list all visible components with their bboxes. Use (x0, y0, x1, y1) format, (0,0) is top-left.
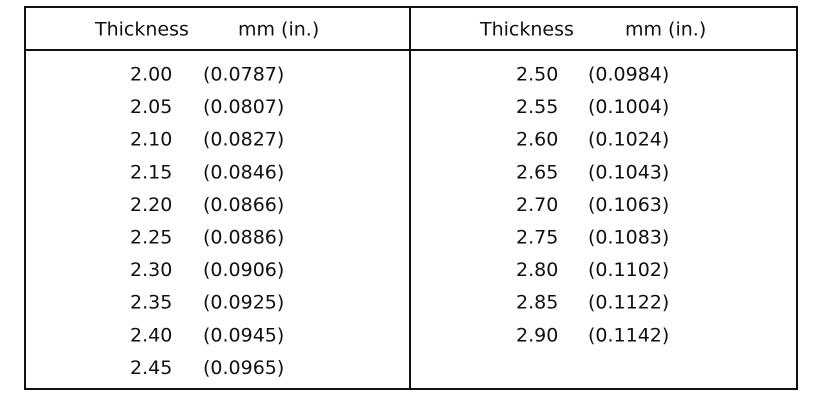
thickness-mm: 2.90 (516, 324, 558, 346)
thickness-in: (0.0807) (203, 96, 284, 118)
thickness-in: (0.0906) (203, 259, 284, 281)
thickness-in: (0.1102) (588, 259, 669, 281)
thickness-in: (0.1142) (588, 324, 669, 346)
thickness-mm: 2.85 (516, 292, 558, 314)
thickness-mm: 2.80 (516, 259, 558, 281)
thickness-mm: 2.10 (130, 129, 172, 151)
thickness-in: (0.0925) (203, 292, 284, 314)
thickness-in: (0.1024) (588, 129, 669, 151)
thickness-mm: 2.00 (130, 64, 172, 86)
thickness-in: (0.0846) (203, 161, 284, 183)
thickness-in: (0.1004) (588, 96, 669, 118)
thickness-in: (0.0984) (588, 64, 669, 86)
thickness-mm: 2.20 (130, 194, 172, 216)
thickness-mm: 2.15 (130, 161, 172, 183)
thickness-in: (0.0886) (203, 227, 284, 249)
thickness-in: (0.1043) (588, 161, 669, 183)
thickness-mm: 2.05 (130, 96, 172, 118)
thickness-in: (0.0965) (203, 357, 284, 379)
header-cell: Thickness (479, 19, 574, 41)
thickness-in: (0.1063) (588, 194, 669, 216)
header-cell: Thickness (94, 19, 189, 41)
thickness-mm: 2.40 (130, 324, 172, 346)
thickness-in: (0.1083) (588, 227, 669, 249)
header-cell: mm (in.) (625, 19, 706, 41)
thickness-mm: 2.75 (516, 227, 558, 249)
thickness-in: (0.1122) (588, 292, 669, 314)
thickness-mm: 2.60 (516, 129, 558, 151)
thickness-mm: 2.65 (516, 161, 558, 183)
thickness-in: (0.0827) (203, 129, 284, 151)
header-cell: mm (in.) (238, 19, 319, 41)
thickness-mm: 2.25 (130, 227, 172, 249)
thickness-in: (0.0945) (203, 324, 284, 346)
thickness-mm: 2.30 (130, 259, 172, 281)
thickness-mm: 2.55 (516, 96, 558, 118)
thickness-mm: 2.35 (130, 292, 172, 314)
thickness-mm: 2.45 (130, 357, 172, 379)
thickness-mm: 2.50 (516, 64, 558, 86)
thickness-mm: 2.70 (516, 194, 558, 216)
thickness-in: (0.0787) (203, 64, 284, 86)
thickness-in: (0.0866) (203, 194, 284, 216)
